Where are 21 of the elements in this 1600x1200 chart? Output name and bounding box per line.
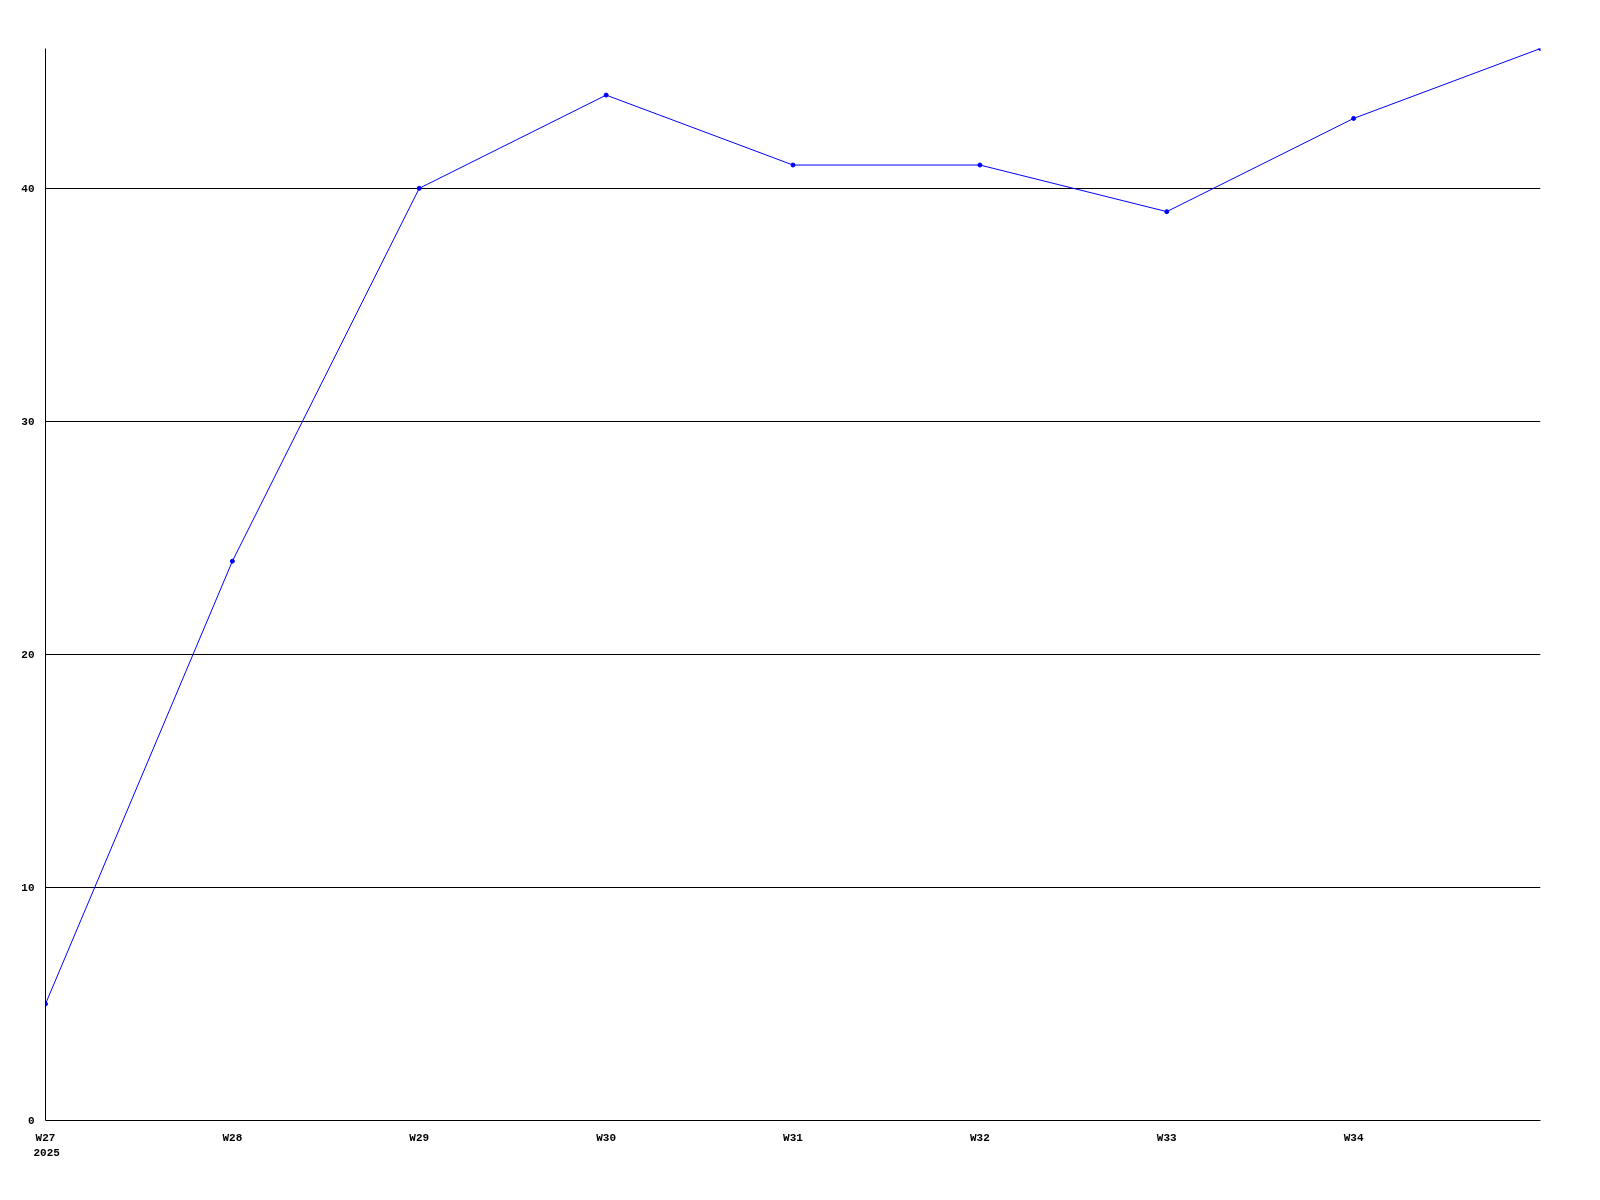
point [1351, 115, 1357, 121]
x-tick-label: W29 [409, 1131, 430, 1144]
text: 2025 [33, 1146, 61, 1159]
y-tick-label: 10 [21, 881, 35, 894]
point [790, 162, 796, 168]
x-tick-label: W28 [222, 1131, 243, 1144]
y-tick-label: 40 [21, 182, 35, 195]
x-tick-label: W32 [969, 1131, 990, 1144]
point [229, 558, 235, 564]
y-tick-label: 0 [27, 1115, 35, 1127]
x-tick-label: W31 [783, 1131, 804, 1144]
x-tick-label: W34 [1343, 1131, 1364, 1144]
y-tick-label: 20 [21, 648, 35, 661]
x-tick-label: W27 [35, 1131, 56, 1144]
y-tick-label: 30 [21, 415, 35, 428]
x-tick-label: W30 [596, 1131, 617, 1144]
point [1164, 209, 1170, 215]
point [603, 92, 609, 98]
point [977, 162, 983, 168]
x-tick-label: W33 [1156, 1131, 1178, 1144]
point [416, 185, 422, 191]
